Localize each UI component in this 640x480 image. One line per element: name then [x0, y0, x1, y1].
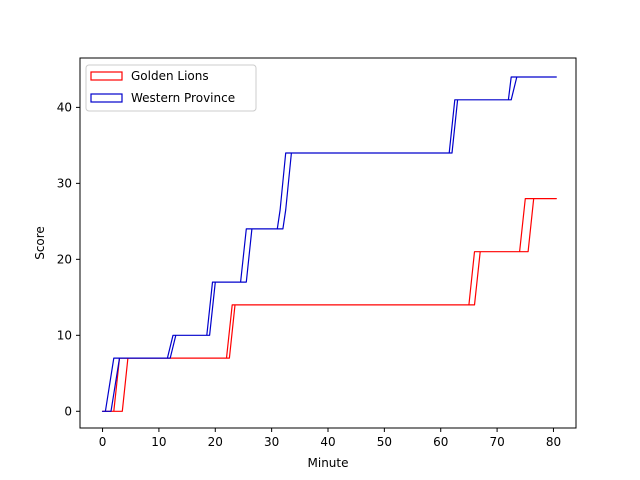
x-tick-label: 50: [377, 435, 392, 449]
y-tick-label: 0: [64, 404, 72, 418]
y-tick-label: 30: [57, 176, 72, 190]
legend-label: Golden Lions: [131, 69, 209, 83]
legend: Golden Lions Western Province: [85, 64, 257, 112]
plot-series: [101, 76, 557, 412]
x-tick-label: 80: [546, 435, 561, 449]
legend-swatch: [90, 71, 123, 81]
plot-frame: [79, 57, 577, 429]
x-tick-label: 20: [208, 435, 223, 449]
x-tick-label: 40: [320, 435, 335, 449]
series-western-province-band: [101, 76, 557, 412]
legend-box: [85, 64, 257, 112]
x-axis: 0 10 20 30 40 50 60 70 80: [99, 428, 561, 449]
x-tick-label: 10: [151, 435, 166, 449]
x-tick-label: 60: [433, 435, 448, 449]
y-axis: 0 10 20 30 40: [57, 100, 80, 418]
x-tick-label: 70: [489, 435, 504, 449]
series-golden-lions-band: [101, 198, 557, 412]
x-tick-label: 0: [99, 435, 107, 449]
y-tick-label: 40: [57, 100, 72, 114]
y-axis-label: Score: [33, 226, 47, 260]
y-tick-label: 20: [57, 252, 72, 266]
legend-swatch: [90, 93, 123, 103]
legend-label: Western Province: [131, 91, 235, 105]
x-axis-label: Minute: [308, 456, 349, 470]
x-tick-label: 30: [264, 435, 279, 449]
y-tick-label: 10: [57, 328, 72, 342]
